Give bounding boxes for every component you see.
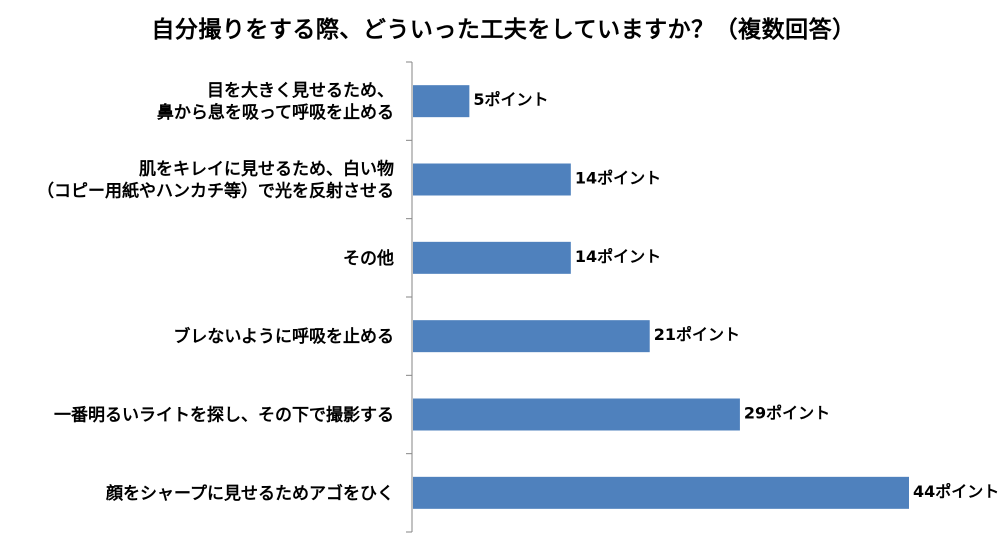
chart-title: 自分撮りをする際、どういった工夫をしていますか？（複数回答） bbox=[151, 17, 856, 43]
bar bbox=[413, 85, 470, 118]
data-label: 14ポイント bbox=[575, 169, 661, 188]
category-label: （コピー用紙やハンカチ等）で光を反射させる bbox=[37, 181, 394, 202]
bar bbox=[413, 476, 909, 509]
bar bbox=[413, 241, 571, 274]
category-label: 肌をキレイに見せるため、白い物 bbox=[139, 159, 394, 180]
data-label: 44ポイント bbox=[913, 482, 999, 501]
category-label: 鼻から息を吸って呼吸を止める bbox=[157, 102, 394, 123]
category-axis bbox=[406, 61, 413, 533]
data-label: 21ポイント bbox=[654, 325, 740, 344]
data-label: 14ポイント bbox=[575, 247, 661, 266]
bar bbox=[413, 320, 650, 353]
bar bbox=[413, 398, 740, 431]
labels-group: 5ポイント 目を大きく見せるため、鼻から息を吸って呼吸を止める 14ポイント 肌をキレ… bbox=[37, 80, 999, 504]
bar bbox=[413, 163, 571, 196]
bars-group bbox=[413, 85, 909, 509]
category-label: その他 bbox=[343, 248, 394, 269]
data-label: 29ポイント bbox=[744, 404, 830, 423]
data-label: 5ポイント bbox=[473, 90, 548, 109]
category-label: 顔をシャープに見せるためアゴをひく bbox=[105, 483, 394, 504]
category-label: 目を大きく見せるため、 bbox=[207, 80, 394, 101]
category-label: 一番明るいライトを探し、その下で撮影する bbox=[54, 405, 394, 426]
category-label: ブレないように呼吸を止める bbox=[173, 326, 394, 347]
